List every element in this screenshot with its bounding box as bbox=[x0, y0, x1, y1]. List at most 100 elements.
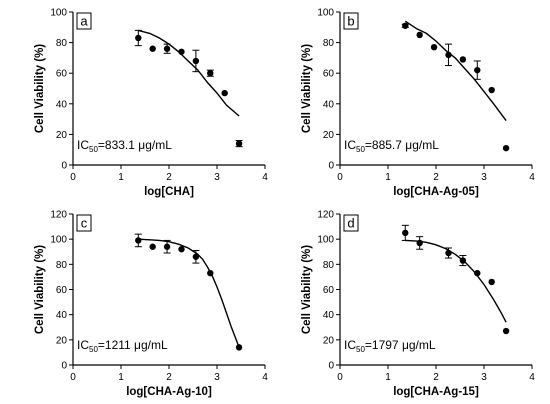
x-tick-label: 2 bbox=[166, 372, 172, 383]
y-tick-label: 0 bbox=[328, 161, 334, 172]
ic50-annotation: IC50=885.7 μg/mL bbox=[344, 138, 439, 154]
panel-label: a bbox=[80, 14, 88, 29]
panel-label-box bbox=[76, 214, 92, 232]
data-point bbox=[474, 269, 481, 277]
data-point bbox=[207, 269, 214, 277]
data-point bbox=[402, 22, 409, 29]
y-tick-label: 20 bbox=[323, 335, 335, 346]
data-point bbox=[474, 66, 481, 74]
data-point bbox=[416, 239, 423, 247]
data-point bbox=[502, 327, 510, 335]
data-point bbox=[192, 253, 200, 260]
panel-label-box bbox=[76, 12, 92, 30]
x-tick-label: 4 bbox=[262, 372, 268, 383]
chart-panel-a: 0 20 40 60 80 100 0 1 2 3 4 log[CHA] Cell Viability … bbox=[34, 8, 268, 199]
x-tick-label: 3 bbox=[214, 372, 220, 383]
x-tick-label: 0 bbox=[337, 372, 343, 383]
x-tick-label: 3 bbox=[481, 372, 487, 383]
data-point bbox=[488, 278, 495, 286]
y-tick-label: 100 bbox=[317, 235, 334, 246]
data-point bbox=[163, 243, 171, 250]
data-point bbox=[459, 56, 467, 63]
x-tick-label: 4 bbox=[262, 172, 268, 183]
y-tick-label: 80 bbox=[323, 38, 335, 49]
data-point bbox=[430, 43, 438, 51]
data-point bbox=[502, 144, 510, 152]
y-tick-label: 80 bbox=[56, 260, 68, 271]
ic50-annotation: IC50=833.1 μg/mL bbox=[77, 138, 172, 154]
data-point bbox=[149, 243, 156, 250]
y-tick-label: 40 bbox=[323, 310, 335, 321]
data-point bbox=[149, 45, 156, 52]
y-tick-label: 60 bbox=[56, 285, 68, 296]
chart-panel-c: 0 20 40 60 80 100 120 0 1 2 3 4 log[CHA-Ag-10] Cell V… bbox=[34, 210, 268, 399]
fit-curve bbox=[405, 239, 507, 323]
x-tick-label: 0 bbox=[70, 372, 76, 383]
x-tick-label: 1 bbox=[385, 372, 391, 383]
y-axis-label: Cell Viability (%) bbox=[34, 44, 46, 133]
data-point bbox=[178, 48, 185, 55]
x-axis-label: log[CHA-Ag-10] bbox=[126, 386, 212, 398]
data-point bbox=[163, 45, 171, 52]
x-tick-label: 0 bbox=[337, 172, 343, 183]
x-tick-label: 1 bbox=[385, 172, 391, 183]
x-tick-label: 2 bbox=[433, 372, 439, 383]
y-tick-label: 40 bbox=[56, 310, 68, 321]
fit-curve bbox=[404, 20, 507, 122]
fit-curve bbox=[138, 29, 240, 117]
ic50-annotation: IC50=1797 μg/mL bbox=[344, 338, 436, 354]
y-tick-label: 40 bbox=[56, 99, 68, 110]
y-tick-label: 60 bbox=[323, 69, 335, 80]
data-point bbox=[221, 89, 228, 97]
x-tick-label: 3 bbox=[481, 172, 487, 183]
y-tick-label: 20 bbox=[56, 130, 68, 141]
panel-label: c bbox=[81, 216, 88, 231]
y-axis-label: Cell Viability (%) bbox=[301, 44, 313, 133]
x-axis-label: log[CHA-Ag-15] bbox=[393, 386, 479, 398]
x-axis-label: log[CHA-Ag-05] bbox=[393, 186, 479, 198]
y-tick-label: 0 bbox=[61, 161, 67, 172]
y-tick-label: 100 bbox=[50, 8, 67, 19]
data-point bbox=[402, 229, 409, 237]
x-tick-label: 0 bbox=[70, 172, 76, 183]
data-point bbox=[416, 31, 423, 39]
chart-panel-b: 0 20 40 60 80 100 0 1 2 3 4 log[CHA-Ag-05] Cell Viab… bbox=[301, 8, 535, 199]
y-tick-label: 100 bbox=[50, 235, 67, 246]
y-tick-label: 0 bbox=[328, 361, 334, 372]
y-tick-label: 80 bbox=[56, 38, 68, 49]
panel-label-box bbox=[343, 12, 359, 30]
x-tick-label: 1 bbox=[118, 172, 124, 183]
y-tick-label: 120 bbox=[317, 210, 334, 221]
panel-label: b bbox=[347, 14, 354, 29]
ic50-annotation: IC50=1211 μg/mL bbox=[77, 338, 168, 354]
y-axis-label: Cell Viability (%) bbox=[34, 245, 46, 334]
y-tick-label: 80 bbox=[323, 260, 335, 271]
panel-label: d bbox=[347, 216, 354, 231]
data-point bbox=[488, 86, 495, 94]
data-point bbox=[235, 344, 243, 351]
y-tick-label: 20 bbox=[56, 335, 68, 346]
fit-curve bbox=[138, 238, 240, 348]
x-tick-label: 2 bbox=[166, 172, 172, 183]
y-tick-label: 20 bbox=[323, 130, 335, 141]
data-point bbox=[445, 51, 452, 59]
data-point bbox=[207, 70, 214, 77]
y-tick-label: 100 bbox=[317, 8, 334, 19]
data-point bbox=[235, 140, 243, 147]
data-point bbox=[135, 237, 142, 244]
data-point bbox=[135, 34, 142, 42]
x-tick-label: 4 bbox=[529, 172, 535, 183]
y-axis-label: Cell Viability (%) bbox=[301, 245, 313, 334]
data-point bbox=[192, 57, 200, 65]
x-tick-label: 4 bbox=[529, 372, 535, 383]
x-tick-label: 3 bbox=[214, 172, 220, 183]
y-tick-label: 60 bbox=[323, 285, 335, 296]
data-point bbox=[178, 246, 185, 253]
y-tick-label: 120 bbox=[50, 210, 67, 221]
y-tick-label: 0 bbox=[61, 361, 67, 372]
x-tick-label: 2 bbox=[433, 172, 439, 183]
y-tick-label: 60 bbox=[56, 69, 68, 80]
x-axis-label: log[CHA] bbox=[144, 186, 194, 198]
x-tick-label: 1 bbox=[118, 372, 124, 383]
